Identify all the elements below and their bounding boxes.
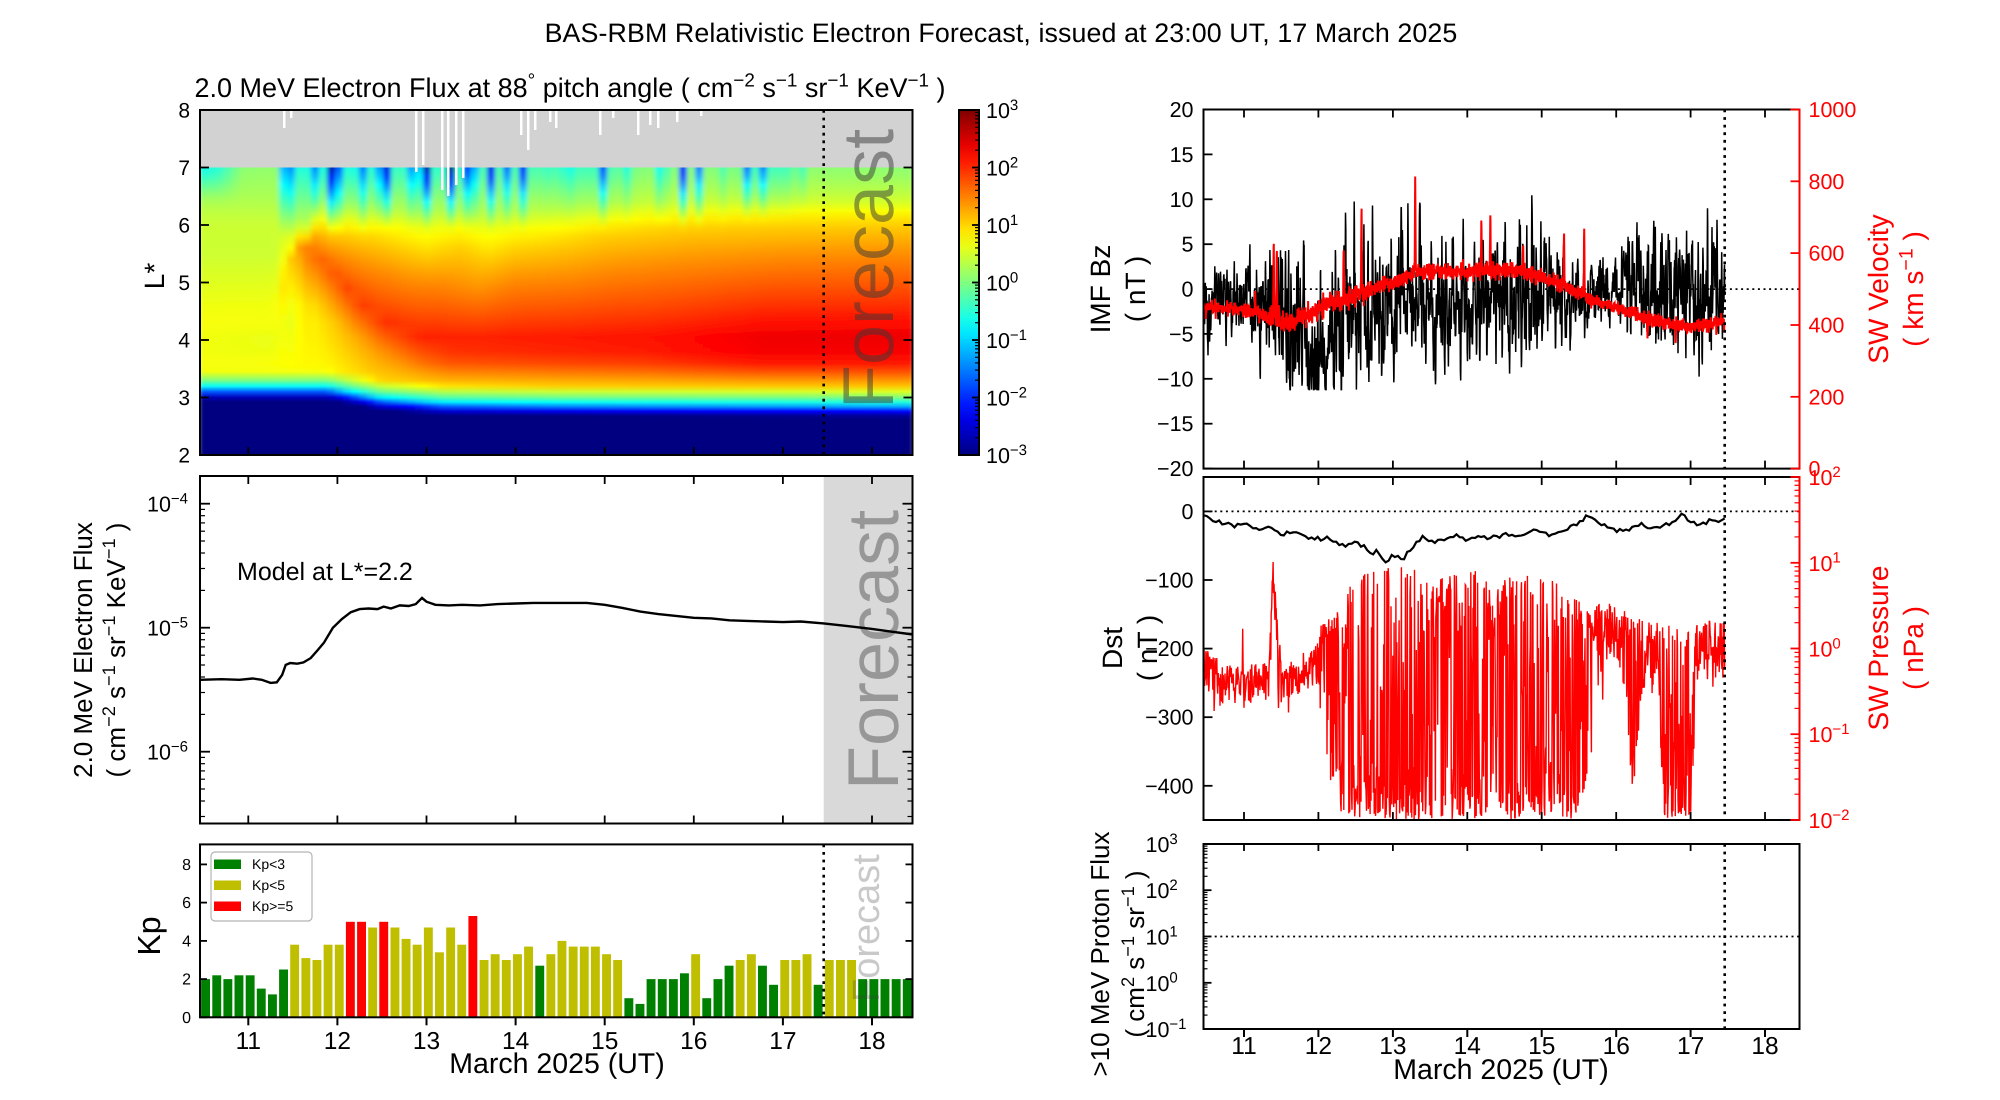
svg-text:Kp<5: Kp<5 <box>252 877 285 893</box>
svg-text:800: 800 <box>1809 170 1845 194</box>
svg-text:18: 18 <box>1751 1033 1778 1060</box>
svg-text:0: 0 <box>1809 457 1821 481</box>
svg-text:( cm−2​ s−1​ sr−1​ KeV−1​ ): ( cm−2​ s−1​ sr−1​ KeV−1​ ) <box>99 523 131 778</box>
svg-text:10−1​: 10−1​ <box>1146 1016 1187 1042</box>
svg-text:( km s−1​ ): ( km s−1​ ) <box>1895 231 1929 347</box>
svg-text:103​: 103​ <box>986 97 1018 123</box>
svg-text:SW Pressure: SW Pressure <box>1863 566 1894 731</box>
svg-text:2.0 MeV Electron Flux: 2.0 MeV Electron Flux <box>68 522 98 778</box>
svg-text:2: 2 <box>178 445 190 468</box>
svg-text:L*: L* <box>139 263 170 290</box>
svg-text:BAS-RBM Relativistic Electron: BAS-RBM Relativistic Electron Forecast, … <box>545 18 1458 48</box>
svg-text:( cm2​ s−1​ sr−1​ ): ( cm2​ s−1​ sr−1​ ) <box>1118 870 1150 1037</box>
svg-text:17: 17 <box>769 1028 796 1055</box>
svg-text:( nT ): ( nT ) <box>1120 256 1151 322</box>
svg-text:−300: −300 <box>1145 706 1193 730</box>
svg-text:14: 14 <box>1454 1033 1481 1060</box>
svg-text:16: 16 <box>1603 1033 1630 1060</box>
svg-text:Forecast: Forecast <box>829 129 909 409</box>
svg-text:>10 MeV Proton Flux: >10 MeV Proton Flux <box>1085 832 1115 1077</box>
svg-text:102​: 102​ <box>1809 464 1841 490</box>
svg-text:4: 4 <box>178 330 190 353</box>
svg-text:20: 20 <box>1170 98 1194 122</box>
svg-text:6: 6 <box>178 215 190 238</box>
svg-text:10−6​: 10−6​ <box>147 739 188 765</box>
svg-text:100​: 100​ <box>986 269 1018 295</box>
svg-text:101​: 101​ <box>1146 923 1178 949</box>
svg-text:15: 15 <box>591 1028 618 1055</box>
svg-text:200: 200 <box>1809 385 1845 409</box>
svg-text:10: 10 <box>1170 188 1194 212</box>
svg-text:12: 12 <box>324 1028 351 1055</box>
svg-text:103​: 103​ <box>1146 831 1178 857</box>
svg-text:8: 8 <box>178 100 190 123</box>
svg-text:−400: −400 <box>1145 774 1193 798</box>
svg-text:0: 0 <box>182 1010 191 1027</box>
svg-text:SW Velocity: SW Velocity <box>1863 214 1894 363</box>
svg-text:11: 11 <box>236 1028 261 1055</box>
svg-text:8: 8 <box>182 857 191 874</box>
svg-text:11: 11 <box>1231 1033 1256 1060</box>
svg-text:7: 7 <box>178 157 190 180</box>
svg-text:4: 4 <box>182 933 191 950</box>
svg-text:Kp: Kp <box>131 916 167 955</box>
svg-text:5: 5 <box>178 272 190 295</box>
svg-text:14: 14 <box>502 1028 529 1055</box>
svg-text:10−1​: 10−1​ <box>1809 721 1850 747</box>
svg-text:10−2​: 10−2​ <box>986 384 1027 410</box>
svg-text:15: 15 <box>1528 1033 1555 1060</box>
svg-text:10−3​: 10−3​ <box>986 442 1027 468</box>
svg-text:2.0 MeV Electron Flux at 88°​: 2.0 MeV Electron Flux at 88°​ pitch angl… <box>194 71 945 103</box>
svg-text:−200: −200 <box>1145 637 1193 661</box>
svg-text:100​: 100​ <box>1809 635 1841 661</box>
svg-text:Forecast: Forecast <box>834 510 914 790</box>
svg-text:( nPa ): ( nPa ) <box>1898 606 1929 690</box>
svg-text:3: 3 <box>178 387 190 410</box>
svg-text:−100: −100 <box>1145 569 1193 593</box>
svg-text:0: 0 <box>1182 500 1194 524</box>
svg-text:Dst: Dst <box>1097 627 1128 669</box>
svg-text:10−1​: 10−1​ <box>986 327 1027 353</box>
svg-text:18: 18 <box>858 1028 885 1055</box>
svg-text:5: 5 <box>1182 233 1194 257</box>
svg-text:13: 13 <box>1379 1033 1406 1060</box>
svg-text:17: 17 <box>1677 1033 1704 1060</box>
svg-text:101​: 101​ <box>1809 550 1841 576</box>
svg-text:Forecast: Forecast <box>846 854 888 1002</box>
svg-text:15: 15 <box>1170 143 1194 167</box>
svg-text:March 2025 (UT): March 2025 (UT) <box>449 1048 664 1080</box>
svg-text:−15: −15 <box>1157 412 1194 436</box>
svg-text:10−5​: 10−5​ <box>147 615 188 641</box>
svg-text:−10: −10 <box>1157 367 1194 391</box>
svg-text:16: 16 <box>680 1028 707 1055</box>
svg-text:6: 6 <box>182 895 191 912</box>
svg-text:1000: 1000 <box>1809 98 1857 122</box>
svg-text:2: 2 <box>182 972 191 989</box>
svg-text:10−4​: 10−4​ <box>147 491 188 517</box>
svg-text:( nT ): ( nT ) <box>1132 615 1163 681</box>
svg-text:Kp<3: Kp<3 <box>252 856 285 872</box>
svg-text:12: 12 <box>1305 1033 1332 1060</box>
svg-text:0: 0 <box>1182 278 1194 302</box>
svg-text:101​: 101​ <box>986 212 1018 238</box>
svg-text:−20: −20 <box>1157 457 1194 481</box>
svg-text:−5: −5 <box>1169 322 1194 346</box>
svg-text:100​: 100​ <box>1146 970 1178 996</box>
svg-text:600: 600 <box>1809 242 1845 266</box>
svg-text:Model at L*=2.2: Model at L*=2.2 <box>237 558 413 586</box>
svg-text:102​: 102​ <box>1146 877 1178 903</box>
svg-text:IMF Bz: IMF Bz <box>1085 245 1116 334</box>
svg-text:13: 13 <box>413 1028 440 1055</box>
svg-text:10−2​: 10−2​ <box>1809 807 1850 833</box>
svg-text:400: 400 <box>1809 314 1845 338</box>
svg-text:March 2025 (UT): March 2025 (UT) <box>1393 1054 1608 1086</box>
svg-text:Kp>=5: Kp>=5 <box>252 898 293 914</box>
svg-text:102​: 102​ <box>986 154 1018 180</box>
